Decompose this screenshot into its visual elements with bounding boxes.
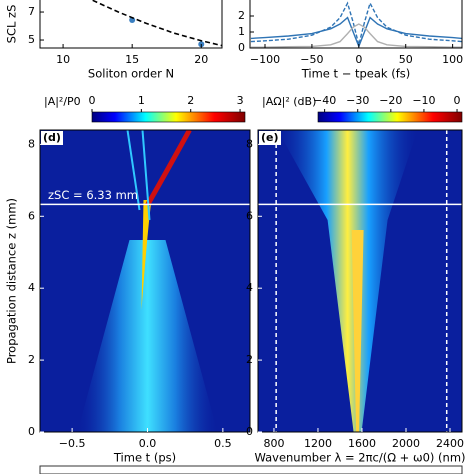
spectrum-band xyxy=(277,130,418,432)
y-tick-label: 2 xyxy=(28,353,35,366)
x-tick-label: 1600 xyxy=(348,437,376,450)
x-tick-label: 100 xyxy=(442,53,463,66)
x-tick-label: 10 xyxy=(56,53,70,66)
x-axis-label: Soliton order N xyxy=(88,67,174,81)
field-core xyxy=(141,200,152,310)
x-tick-label: 2000 xyxy=(392,437,420,450)
spectrum-core xyxy=(351,230,364,432)
y-tick-label: 6 xyxy=(246,209,253,222)
x-tick-label: 0.5 xyxy=(214,437,232,450)
soliton-trace xyxy=(145,130,192,207)
panel-label: (e) xyxy=(261,131,279,144)
plot-area xyxy=(250,1,462,48)
x-tick-label: 1200 xyxy=(304,437,332,450)
y-tick-label: 4 xyxy=(246,281,253,294)
y-tick-label: 5 xyxy=(28,33,35,46)
colorbar-tick-label: 1 xyxy=(138,94,145,107)
next-panel-frame xyxy=(39,465,463,474)
x-tick-label: −50 xyxy=(300,53,323,66)
y-axis-label: SCL zS xyxy=(5,5,19,44)
fit-curve xyxy=(89,0,222,47)
x-tick-label: −0.5 xyxy=(59,437,86,450)
y-tick-label: 0 xyxy=(238,41,245,54)
x-tick-label: 50 xyxy=(399,53,413,66)
colorbar xyxy=(91,111,246,123)
colorbar-tick-label: −30 xyxy=(346,94,369,107)
x-tick-label: −100 xyxy=(250,53,280,66)
y-tick-label: 0 xyxy=(246,425,253,438)
colorbar xyxy=(317,111,463,123)
axes-frame xyxy=(39,0,223,49)
y-tick-label: 7 xyxy=(28,5,35,18)
x-tick-label: 0 xyxy=(355,53,362,66)
colorbar-tick-label: 0 xyxy=(454,94,461,107)
x-tick-label: 20 xyxy=(194,53,208,66)
colorbar-tick-label: −20 xyxy=(379,94,402,107)
data-line xyxy=(250,23,462,48)
axes-frame xyxy=(257,129,463,433)
y-tick-label: 0 xyxy=(28,425,35,438)
data-line xyxy=(250,1,462,45)
x-axis-label: Time t (ps) xyxy=(113,451,176,465)
colorbar-label: |AΩ|² (dB) xyxy=(262,95,316,108)
y-tick-label: 4 xyxy=(28,281,35,294)
x-axis-label: Wavenumber λ = 2πc/(Ω + ω0) (nm) xyxy=(254,451,465,465)
axes-frame xyxy=(39,129,251,433)
field-band xyxy=(77,240,218,432)
colorbar-tick-label: −10 xyxy=(412,94,435,107)
y-axis-label: Propagation distance z (mm) xyxy=(5,198,19,364)
next-panel-strip xyxy=(0,464,474,474)
x-tick-label: 800 xyxy=(263,437,284,450)
panel-label-box xyxy=(41,131,63,145)
annotation: zSC = 6.33 mm xyxy=(48,188,138,202)
colorbar-tick-label: 0 xyxy=(89,94,96,107)
y-tick-label: 6 xyxy=(28,209,35,222)
y-tick-label: 8 xyxy=(28,137,35,150)
plot-area xyxy=(89,0,222,48)
colorbar-tick-label: 2 xyxy=(187,94,194,107)
panel-label-box xyxy=(259,131,281,145)
colorbar-tick-label: −40 xyxy=(313,94,336,107)
heatmap xyxy=(258,130,462,432)
data-line xyxy=(250,16,462,48)
x-tick-label: 0.0 xyxy=(139,437,157,450)
colorbar-label: |A|²/P0 xyxy=(44,95,81,108)
x-tick-label: 2400 xyxy=(436,437,464,450)
colorbar-tick-label: 3 xyxy=(237,94,244,107)
y-tick-label: 2 xyxy=(246,353,253,366)
heatmap xyxy=(40,130,250,432)
axes-frame xyxy=(249,0,463,49)
y-tick-label: 2 xyxy=(238,9,245,22)
y-tick-label: 8 xyxy=(246,137,253,150)
panel-label: (d) xyxy=(43,131,61,144)
x-tick-label: 15 xyxy=(125,53,139,66)
x-axis-label: Time t − tpeak (fs) xyxy=(301,67,411,81)
y-tick-label: 1 xyxy=(238,25,245,38)
